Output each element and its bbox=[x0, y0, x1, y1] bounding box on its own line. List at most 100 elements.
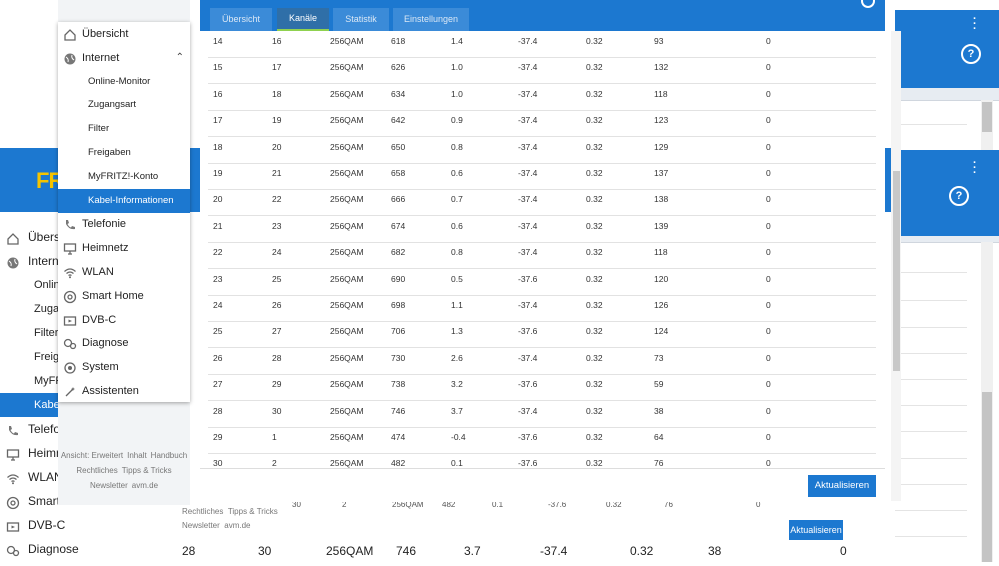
menu-item-diagnose[interactable]: Diagnose bbox=[58, 331, 190, 355]
tab-channels[interactable]: Kanäle bbox=[277, 8, 329, 31]
bg-footer-links: Rechtliches Tipps & Tricks Newsletter av… bbox=[160, 505, 302, 533]
table-cell: 23 bbox=[213, 273, 223, 284]
help-icon[interactable]: ? bbox=[949, 186, 969, 206]
more-menu-icon[interactable]: · · · bbox=[973, 13, 977, 35]
menu-item-kabel-informationen[interactable]: Kabel-Informationen bbox=[58, 188, 190, 213]
table-cell: 0.1 bbox=[451, 458, 463, 468]
menu-item-myfritz-konto[interactable]: MyFRITZ!-Konto bbox=[58, 165, 190, 189]
scrollbar-thumb[interactable] bbox=[893, 171, 900, 371]
table-cell: 3.7 bbox=[464, 544, 481, 558]
table-cell: 0.8 bbox=[451, 247, 463, 258]
table-cell: 17 bbox=[213, 115, 223, 126]
menu-item-label: Online-Monitor bbox=[88, 75, 151, 87]
bg-nav-item[interactable]: MyFR bbox=[0, 369, 160, 393]
table-cell: 0.6 bbox=[451, 168, 463, 178]
table-cell: 256QAM bbox=[330, 194, 364, 205]
footer-link-legal[interactable]: Rechtliches bbox=[76, 466, 118, 475]
table-row: 18 20 256QAM 650 0.8 -37.4 0.32 129 0 bbox=[208, 137, 876, 164]
menu-item-internet[interactable]: Internet ⌃ bbox=[58, 46, 190, 70]
table-cell: 24 bbox=[272, 247, 282, 258]
help-icon[interactable]: ? bbox=[961, 44, 981, 64]
nav-menu-panel: Übersicht Internet ⌃ Online-Monitor Zugangsa… bbox=[58, 0, 190, 505]
bg-nav-item[interactable]: Interne bbox=[0, 249, 160, 273]
settings-icon[interactable] bbox=[861, 0, 875, 8]
tab-statistics[interactable]: Statistik bbox=[333, 8, 389, 31]
menu-item-filter[interactable]: Filter bbox=[58, 117, 190, 141]
mid-title-bar-2 bbox=[895, 178, 999, 236]
bg-nav-item[interactable]: Filter bbox=[0, 321, 160, 345]
bg-footer-link[interactable]: Rechtliches bbox=[182, 507, 224, 516]
menu-item-heimnetz[interactable]: Heimnetz bbox=[58, 236, 190, 260]
mid-subbar-2 bbox=[895, 236, 999, 243]
bg-nav-item[interactable]: Diagnose bbox=[0, 537, 160, 561]
menu-item-freigaben[interactable]: Freigaben bbox=[58, 141, 190, 165]
bg-nav-label: Übersi bbox=[28, 230, 63, 244]
table-cell: -37.4 bbox=[518, 352, 538, 363]
table-row: 15 17 256QAM 626 1.0 -37.4 0.32 132 0 bbox=[208, 57, 876, 85]
menu-item-smart-home[interactable]: Smart Home bbox=[58, 284, 190, 308]
bg-nav-item[interactable]: Heimn bbox=[0, 441, 160, 465]
divider bbox=[895, 536, 967, 537]
table-cell: 0.32 bbox=[586, 115, 603, 126]
table-cell: 22 bbox=[213, 247, 223, 258]
menu-item-label: Filter bbox=[88, 123, 110, 135]
bg-nav-item[interactable]: Übersi bbox=[0, 225, 160, 249]
table-cell: -37.6 bbox=[518, 432, 538, 442]
menu-item-system[interactable]: System bbox=[58, 355, 190, 379]
menu-item-assistenten[interactable]: Assistenten bbox=[58, 379, 190, 403]
tv-icon bbox=[63, 313, 77, 327]
table-row: 21 23 256QAM 674 0.6 -37.4 0.32 139 0 bbox=[208, 216, 876, 243]
menu-item-dvb-c[interactable]: DVB-C bbox=[58, 308, 190, 332]
footer-link-contents[interactable]: Inhalt bbox=[127, 451, 147, 460]
bg-nav-item[interactable]: Zugan bbox=[0, 297, 160, 321]
table-cell: 256QAM bbox=[330, 326, 364, 337]
menu-item--bersicht[interactable]: Übersicht bbox=[58, 22, 190, 46]
smart-home-icon bbox=[63, 289, 77, 303]
chevron-up-icon[interactable]: ⌃ bbox=[175, 51, 184, 63]
update-button[interactable]: Aktualisieren bbox=[808, 475, 876, 497]
more-menu-icon[interactable]: · · · bbox=[973, 157, 977, 179]
scrollbar[interactable] bbox=[891, 31, 901, 501]
bg-nav-item[interactable]: DVB-C bbox=[0, 513, 160, 537]
bg-footer-link[interactable]: avm.de bbox=[224, 521, 251, 530]
divider bbox=[895, 379, 967, 380]
bg-nav-label: Filter bbox=[34, 327, 59, 339]
table-cell: -37.6 bbox=[518, 458, 538, 468]
table-cell: 256QAM bbox=[330, 88, 364, 99]
menu-item-telefonie[interactable]: Telefonie bbox=[58, 212, 190, 236]
bg-nav-label: MyFR bbox=[34, 375, 64, 387]
footer-link-manual[interactable]: Handbuch bbox=[150, 451, 188, 460]
footer-link-newsletter[interactable]: Newsletter bbox=[89, 481, 128, 490]
menu-item-wlan[interactable]: WLAN bbox=[58, 260, 190, 284]
scrollbar[interactable] bbox=[981, 100, 993, 150]
table-cell: -0.4 bbox=[451, 432, 466, 442]
table-cell: 0 bbox=[766, 458, 771, 468]
bg-footer-link[interactable]: Newsletter bbox=[182, 521, 220, 530]
table-cell: 0.32 bbox=[586, 352, 603, 363]
bg-nav-item[interactable]: Onlin bbox=[0, 273, 160, 297]
table-cell: 1.1 bbox=[451, 300, 463, 310]
scrollbar[interactable] bbox=[981, 242, 993, 562]
bg-nav-item[interactable]: Telefo bbox=[0, 417, 160, 441]
middle-window: · · · ? · · · ? bbox=[895, 0, 999, 562]
footer-link-avm[interactable]: avm.de bbox=[131, 481, 159, 490]
table-cell: 118 bbox=[654, 247, 668, 258]
table-cell: 256QAM bbox=[330, 141, 364, 152]
tab-overview[interactable]: Übersicht bbox=[210, 8, 272, 31]
bg-nav-item[interactable]: WLAN bbox=[0, 465, 160, 489]
menu-item-online-monitor[interactable]: Online-Monitor bbox=[58, 70, 190, 94]
table-cell: 30 bbox=[213, 458, 223, 468]
table-cell: 256QAM bbox=[330, 115, 364, 126]
tab-settings[interactable]: Einstellungen bbox=[393, 8, 469, 31]
bg-nav-item[interactable]: Freiga bbox=[0, 345, 160, 369]
table-cell: -37.4 bbox=[518, 36, 538, 46]
bg-update-button[interactable]: Aktualisieren bbox=[789, 520, 843, 540]
diagnose-icon bbox=[63, 336, 77, 350]
menu-item-zugangsart[interactable]: Zugangsart bbox=[58, 93, 190, 117]
table-cell: 1 bbox=[272, 432, 277, 442]
footer-link-view[interactable]: Ansicht: Erweitert bbox=[60, 451, 124, 460]
bg-footer-link[interactable]: Tipps & Tricks bbox=[227, 507, 278, 516]
table-cell: 0 bbox=[766, 432, 771, 442]
footer-link-tips[interactable]: Tipps & Tricks bbox=[121, 466, 172, 475]
table-cell: -37.4 bbox=[518, 220, 538, 231]
